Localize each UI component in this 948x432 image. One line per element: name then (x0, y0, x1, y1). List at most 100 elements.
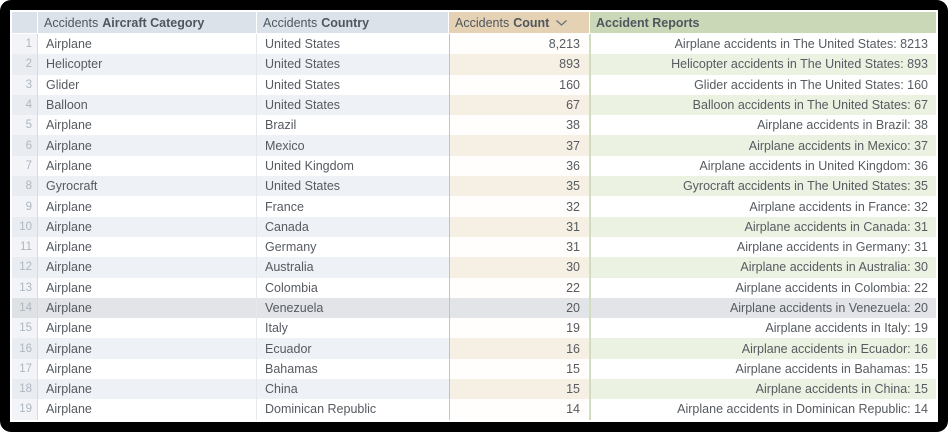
cell-report[interactable]: Airplane accidents in Mexico: 37 (590, 135, 936, 156)
cell-aircraft-category[interactable]: Airplane (38, 155, 257, 177)
header-row-number[interactable] (12, 12, 38, 34)
cell-report[interactable]: Airplane accidents in Dominican Republic… (590, 399, 936, 420)
cell-count[interactable]: 36 (449, 155, 590, 177)
cell-report[interactable]: Airplane accidents in France: 32 (590, 196, 936, 217)
cell-report[interactable]: Airplane accidents in United Kingdom: 36 (590, 155, 936, 177)
header-count[interactable]: Accidents Count (449, 12, 590, 34)
cell-report[interactable]: Airplane accidents in Australia: 30 (590, 257, 936, 278)
cell-country[interactable]: United Kingdom (257, 155, 449, 177)
row-number[interactable]: 16 (12, 338, 38, 359)
row-number[interactable]: 15 (12, 318, 38, 339)
cell-aircraft-category[interactable]: Helicopter (38, 54, 257, 75)
cell-count[interactable]: 14 (449, 399, 590, 420)
cell-report[interactable]: Airplane accidents in Ecuador: 16 (590, 338, 936, 359)
cell-report[interactable]: Airplane accidents in China: 15 (590, 379, 936, 400)
cell-country[interactable]: Bahamas (257, 358, 449, 380)
cell-count[interactable]: 20 (449, 297, 590, 319)
row-number[interactable]: 1 (12, 34, 38, 55)
cell-count[interactable]: 16 (449, 338, 590, 359)
cell-report[interactable]: Airplane accidents in Germany: 31 (590, 236, 936, 258)
cell-country[interactable]: Canada (257, 216, 449, 237)
cell-count[interactable]: 37 (449, 135, 590, 156)
cell-country[interactable]: Dominican Republic (257, 399, 449, 420)
chevron-down-icon[interactable] (555, 19, 568, 27)
cell-count[interactable]: 31 (449, 216, 590, 237)
cell-count[interactable]: 15 (449, 379, 590, 400)
cell-aircraft-category[interactable]: Balloon (38, 94, 257, 116)
cell-country[interactable]: United States (257, 94, 449, 116)
cell-aircraft-category[interactable]: Airplane (38, 277, 257, 298)
cell-count[interactable]: 38 (449, 115, 590, 136)
cell-aircraft-category[interactable]: Airplane (38, 358, 257, 380)
cell-country[interactable]: Colombia (257, 277, 449, 298)
cell-country[interactable]: Ecuador (257, 338, 449, 359)
cell-aircraft-category[interactable]: Airplane (38, 34, 257, 55)
cell-aircraft-category[interactable]: Airplane (38, 257, 257, 278)
row-number[interactable]: 4 (12, 94, 38, 116)
row-number[interactable]: 8 (12, 176, 38, 197)
cell-country[interactable]: United States (257, 54, 449, 75)
row-number[interactable]: 11 (12, 236, 38, 258)
cell-report[interactable]: Balloon accidents in The United States: … (590, 94, 936, 116)
row-number[interactable]: 17 (12, 358, 38, 380)
cell-report[interactable]: Airplane accidents in Colombia: 22 (590, 277, 936, 298)
cell-count[interactable]: 15 (449, 358, 590, 380)
row-number[interactable]: 13 (12, 277, 38, 298)
cell-report[interactable]: Airplane accidents in The United States:… (590, 34, 936, 55)
cell-aircraft-category[interactable]: Glider (38, 74, 257, 95)
cell-report[interactable]: Gyrocraft accidents in The United States… (590, 176, 936, 197)
row-number[interactable]: 12 (12, 257, 38, 278)
cell-aircraft-category[interactable]: Airplane (38, 399, 257, 420)
cell-aircraft-category[interactable]: Airplane (38, 115, 257, 136)
cell-report[interactable]: Helicopter accidents in The United State… (590, 54, 936, 75)
cell-report[interactable]: Airplane accidents in Bahamas: 15 (590, 358, 936, 380)
cell-count[interactable]: 8,213 (449, 34, 590, 55)
cell-count[interactable]: 32 (449, 196, 590, 217)
cell-country[interactable]: China (257, 379, 449, 400)
cell-count[interactable]: 893 (449, 54, 590, 75)
row-number[interactable]: 5 (12, 115, 38, 136)
row-number[interactable]: 19 (12, 399, 38, 420)
cell-aircraft-category[interactable]: Airplane (38, 318, 257, 339)
cell-count[interactable]: 160 (449, 74, 590, 95)
row-number[interactable]: 9 (12, 196, 38, 217)
cell-aircraft-category[interactable]: Gyrocraft (38, 176, 257, 197)
row-number[interactable]: 3 (12, 74, 38, 95)
cell-country[interactable]: United States (257, 74, 449, 95)
cell-report[interactable]: Airplane accidents in Canada: 31 (590, 216, 936, 237)
cell-country[interactable]: United States (257, 176, 449, 197)
cell-count[interactable]: 67 (449, 94, 590, 116)
cell-count[interactable]: 19 (449, 318, 590, 339)
row-number[interactable]: 18 (12, 379, 38, 400)
cell-count[interactable]: 35 (449, 176, 590, 197)
cell-count[interactable]: 31 (449, 236, 590, 258)
cell-country[interactable]: United States (257, 34, 449, 55)
cell-aircraft-category[interactable]: Airplane (38, 338, 257, 359)
cell-country[interactable]: France (257, 196, 449, 217)
cell-aircraft-category[interactable]: Airplane (38, 135, 257, 156)
cell-aircraft-category[interactable]: Airplane (38, 196, 257, 217)
row-number[interactable]: 10 (12, 216, 38, 237)
row-number[interactable]: 6 (12, 135, 38, 156)
row-number[interactable]: 14 (12, 297, 38, 319)
header-accident-reports[interactable]: Accident Reports (590, 12, 936, 34)
cell-report[interactable]: Glider accidents in The United States: 1… (590, 74, 936, 95)
row-number[interactable]: 7 (12, 155, 38, 177)
cell-country[interactable]: Venezuela (257, 297, 449, 319)
cell-country[interactable]: Australia (257, 257, 449, 278)
cell-count[interactable]: 30 (449, 257, 590, 278)
cell-country[interactable]: Brazil (257, 115, 449, 136)
cell-aircraft-category[interactable]: Airplane (38, 379, 257, 400)
cell-report[interactable]: Airplane accidents in Brazil: 38 (590, 115, 936, 136)
cell-aircraft-category[interactable]: Airplane (38, 236, 257, 258)
cell-country[interactable]: Germany (257, 236, 449, 258)
cell-count[interactable]: 22 (449, 277, 590, 298)
cell-aircraft-category[interactable]: Airplane (38, 216, 257, 237)
cell-aircraft-category[interactable]: Airplane (38, 297, 257, 319)
cell-report[interactable]: Airplane accidents in Venezuela: 20 (590, 297, 936, 319)
cell-country[interactable]: Mexico (257, 135, 449, 156)
header-aircraft-category[interactable]: Accidents Aircraft Category (38, 12, 257, 34)
cell-report[interactable]: Airplane accidents in Italy: 19 (590, 318, 936, 339)
row-number[interactable]: 2 (12, 54, 38, 75)
cell-country[interactable]: Italy (257, 318, 449, 339)
